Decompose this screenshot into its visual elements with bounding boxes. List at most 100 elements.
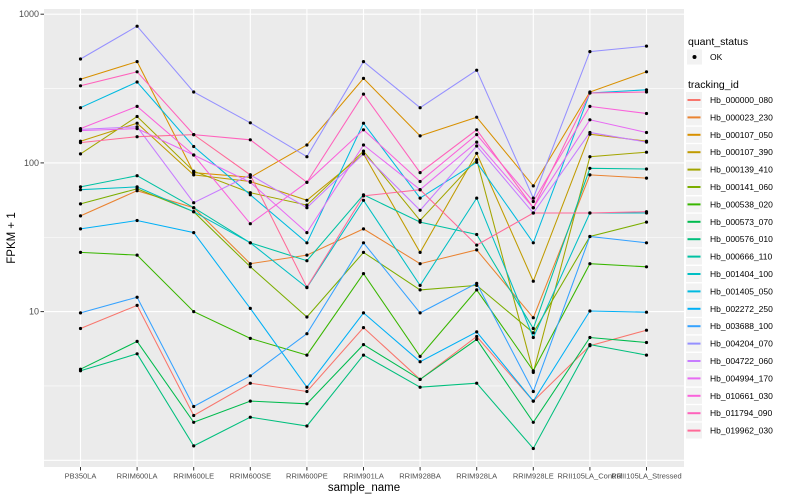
data-point (135, 24, 139, 28)
data-point (78, 77, 83, 81)
legend-item-label: Hb_000576_010 (710, 234, 773, 244)
x-tick-label: RRIM901LA (343, 472, 384, 481)
data-point (644, 353, 649, 357)
data-point (418, 385, 422, 389)
data-point (78, 188, 83, 192)
data-point (588, 343, 592, 347)
data-point (248, 138, 252, 142)
data-point (588, 118, 592, 122)
data-point (135, 218, 139, 223)
data-point (418, 208, 422, 212)
legend-title-quant-status: quant_status (688, 36, 748, 48)
data-point (78, 214, 83, 218)
data-point (644, 265, 649, 269)
data-point (305, 231, 309, 235)
data-point (531, 420, 535, 424)
data-point (135, 60, 139, 64)
legend-item-Hb_004722_060: Hb_004722_060 (686, 353, 773, 369)
data-point (78, 84, 83, 88)
data-point (248, 180, 252, 184)
legend-item-Hb_002272_250: Hb_002272_250 (686, 300, 773, 317)
data-point (248, 265, 252, 269)
data-point (248, 336, 252, 340)
data-point (305, 389, 309, 394)
data-point (361, 343, 366, 347)
data-point (418, 106, 422, 110)
data-point (305, 241, 309, 245)
data-point (361, 311, 366, 315)
data-point (475, 140, 479, 144)
data-point (644, 167, 649, 171)
data-point (248, 415, 252, 419)
data-point (644, 140, 649, 144)
data-point (248, 306, 252, 310)
data-point (475, 133, 479, 137)
data-point (192, 413, 196, 418)
x-tick-label: RRIM600LE (173, 472, 214, 481)
data-point (192, 133, 196, 137)
legend-item-Hb_000666_110: Hb_000666_110 (686, 248, 773, 265)
legend-item-Hb_011794_090: Hb_011794_090 (686, 405, 773, 422)
data-point (531, 331, 535, 335)
data-point (588, 262, 592, 266)
data-point (305, 198, 309, 202)
data-point (475, 288, 479, 292)
x-axis-title: sample_name (328, 482, 400, 494)
data-point (475, 160, 479, 164)
data-point (418, 311, 422, 315)
data-point (78, 141, 83, 145)
data-point (135, 114, 139, 119)
data-point (361, 194, 366, 198)
legend-item-label: Hb_000573_070 (710, 217, 773, 227)
data-point (361, 227, 366, 231)
data-point (418, 360, 422, 364)
data-point (588, 335, 592, 340)
data-point (78, 106, 83, 110)
data-point (644, 176, 649, 180)
data-point (305, 402, 309, 406)
data-point (418, 179, 422, 184)
legend-item-Hb_000107_390: Hb_000107_390 (686, 144, 773, 161)
data-point (475, 232, 479, 237)
data-point (588, 91, 592, 95)
data-point (644, 220, 649, 224)
legend-item-Hb_004994_170: Hb_004994_170 (686, 370, 773, 387)
data-point (475, 334, 479, 339)
data-point (135, 253, 139, 257)
legend-item-Hb_004204_070: Hb_004204_070 (686, 335, 773, 352)
data-point (361, 76, 366, 80)
data-point (361, 92, 366, 96)
data-point (588, 211, 592, 215)
data-point (135, 174, 139, 178)
legend-label-ok: OK (710, 52, 723, 62)
data-point (192, 210, 196, 214)
data-point (305, 143, 309, 147)
legend-item-label: Hb_011794_090 (710, 408, 773, 418)
data-point (305, 203, 309, 207)
data-point (248, 374, 252, 378)
data-point (248, 121, 252, 125)
data-point (531, 184, 535, 188)
data-point (418, 288, 422, 292)
legend-item-label: Hb_019962_030 (710, 426, 773, 436)
data-point (192, 153, 196, 157)
data-point (531, 279, 535, 283)
data-point (588, 173, 592, 177)
legend-item-Hb_000107_050: Hb_000107_050 (686, 126, 773, 143)
data-point (192, 201, 196, 205)
data-point (305, 180, 309, 184)
data-point (305, 315, 309, 319)
legend-item-Hb_000000_080: Hb_000000_080 (686, 92, 773, 108)
data-point (78, 127, 83, 131)
x-tick-label: RRIM928LA (456, 472, 497, 481)
data-point (78, 250, 83, 254)
data-point (588, 104, 592, 108)
data-point (135, 135, 139, 139)
data-point (531, 399, 535, 403)
legend-item-Hb_000538_020: Hb_000538_020 (686, 196, 773, 213)
data-point (588, 309, 592, 313)
x-tick-label: RRIM928BA (399, 472, 441, 481)
data-point (531, 326, 535, 331)
